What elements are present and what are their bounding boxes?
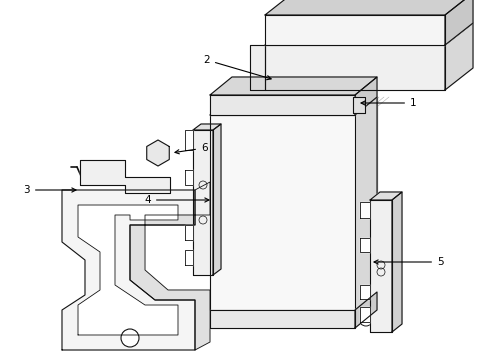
Text: 4: 4 — [144, 195, 208, 205]
Polygon shape — [209, 95, 354, 115]
Text: 2: 2 — [203, 55, 270, 80]
Polygon shape — [193, 130, 213, 275]
Polygon shape — [193, 124, 221, 130]
Text: 6: 6 — [175, 143, 207, 154]
Circle shape — [337, 31, 346, 39]
Polygon shape — [184, 250, 193, 265]
Polygon shape — [354, 97, 376, 310]
Circle shape — [306, 36, 314, 44]
Polygon shape — [184, 130, 193, 150]
Circle shape — [358, 312, 372, 326]
Circle shape — [306, 25, 314, 33]
Polygon shape — [130, 182, 209, 350]
Polygon shape — [80, 160, 170, 193]
Polygon shape — [359, 202, 369, 218]
Polygon shape — [444, 23, 472, 90]
Polygon shape — [184, 225, 193, 240]
Polygon shape — [444, 0, 472, 45]
Polygon shape — [369, 192, 401, 200]
Circle shape — [337, 25, 346, 33]
Circle shape — [368, 31, 376, 39]
Polygon shape — [209, 310, 354, 328]
Polygon shape — [264, 0, 472, 15]
Polygon shape — [352, 97, 364, 113]
Polygon shape — [391, 192, 401, 332]
Text: 5: 5 — [373, 257, 443, 267]
Polygon shape — [359, 307, 369, 322]
Circle shape — [376, 261, 384, 269]
Polygon shape — [359, 285, 369, 299]
Polygon shape — [369, 200, 391, 332]
Circle shape — [199, 181, 206, 189]
Polygon shape — [209, 97, 376, 115]
Polygon shape — [249, 45, 264, 90]
Circle shape — [275, 31, 284, 39]
Polygon shape — [359, 238, 369, 252]
Polygon shape — [354, 292, 376, 328]
Circle shape — [121, 329, 139, 347]
Circle shape — [275, 25, 284, 33]
Polygon shape — [184, 170, 193, 185]
Polygon shape — [264, 23, 472, 45]
Polygon shape — [62, 190, 195, 350]
Circle shape — [399, 36, 407, 44]
Polygon shape — [264, 15, 444, 45]
Polygon shape — [209, 77, 376, 95]
Circle shape — [368, 36, 376, 44]
Circle shape — [399, 25, 407, 33]
Polygon shape — [264, 45, 444, 90]
Circle shape — [399, 31, 407, 39]
Polygon shape — [146, 140, 169, 166]
Circle shape — [376, 268, 384, 276]
Polygon shape — [78, 205, 178, 335]
Circle shape — [368, 25, 376, 33]
Text: 1: 1 — [360, 98, 416, 108]
Polygon shape — [213, 124, 221, 275]
Text: 3: 3 — [23, 185, 76, 195]
Circle shape — [199, 216, 206, 224]
Polygon shape — [354, 77, 376, 115]
Circle shape — [275, 36, 284, 44]
Circle shape — [150, 145, 165, 161]
Circle shape — [306, 31, 314, 39]
Polygon shape — [231, 97, 376, 292]
Polygon shape — [209, 115, 354, 310]
Circle shape — [337, 36, 346, 44]
